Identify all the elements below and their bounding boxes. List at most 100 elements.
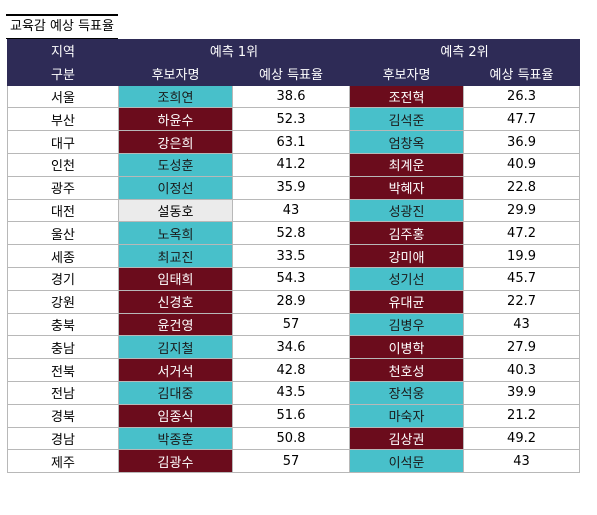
region-cell: 광주 [7, 175, 119, 200]
region-cell: 경기 [7, 266, 119, 291]
rank1-percent-cell: 33.5 [231, 244, 351, 268]
title-box: 교육감 예상 득표율 [6, 14, 118, 39]
results-table: 지역 예측 1위 예측 2위 구분 후보자명 예상 득표율 후보자명 예상 득표… [7, 39, 581, 474]
region-cell: 경북 [7, 403, 119, 428]
table-row: 충북 윤건영 57 김병우 43 [7, 312, 581, 337]
table-row: 경북 임종식 51.6 마숙자 21.2 [7, 403, 581, 428]
rank1-candidate-cell: 도성훈 [118, 152, 233, 177]
region-cell: 인천 [7, 152, 119, 177]
rank2-candidate-cell: 김주홍 [349, 221, 465, 246]
region-cell: 경남 [7, 426, 119, 451]
rank2-percent-cell: 36.9 [463, 130, 581, 154]
rank1-candidate-cell: 박종훈 [118, 426, 233, 451]
header-percent-2: 예상 득표율 [463, 61, 581, 86]
table-row: 전남 김대중 43.5 장석웅 39.9 [7, 380, 581, 405]
rank2-percent-cell: 29.9 [463, 198, 581, 223]
rank1-percent-cell: 43.5 [231, 380, 351, 405]
rank1-candidate-cell: 김지철 [118, 335, 233, 360]
region-cell: 강원 [7, 289, 119, 314]
rank1-percent-cell: 43 [231, 198, 351, 223]
rank2-candidate-cell: 박혜자 [349, 175, 465, 200]
table-row: 서울 조희연 38.6 조전혁 26.3 [7, 84, 581, 109]
rank1-percent-cell: 57 [231, 449, 351, 474]
page-title: 교육감 예상 득표율 [6, 14, 118, 39]
rank2-percent-cell: 40.9 [463, 152, 581, 177]
rank2-candidate-cell: 조전혁 [349, 84, 465, 109]
table-row: 제주 김광수 57 이석문 43 [7, 449, 581, 474]
header-percent-1: 예상 득표율 [231, 61, 351, 86]
rank1-candidate-cell: 서거석 [118, 358, 233, 382]
rank2-percent-cell: 26.3 [463, 84, 581, 109]
table-row: 울산 노옥희 52.8 김주홍 47.2 [7, 221, 581, 246]
table-row: 대전 설동호 43 성광진 29.9 [7, 198, 581, 223]
table-row: 경남 박종훈 50.8 김상권 49.2 [7, 426, 581, 451]
rank2-percent-cell: 47.2 [463, 221, 581, 246]
region-cell: 울산 [7, 221, 119, 246]
table-header: 지역 예측 1위 예측 2위 구분 후보자명 예상 득표율 후보자명 예상 득표… [7, 39, 581, 86]
rank2-percent-cell: 22.7 [463, 289, 581, 314]
rank2-candidate-cell: 마숙자 [349, 403, 465, 428]
table-row: 충남 김지철 34.6 이병학 27.9 [7, 335, 581, 360]
rank1-percent-cell: 52.3 [231, 107, 351, 132]
rank1-candidate-cell: 윤건영 [118, 312, 233, 337]
rank1-candidate-cell: 하윤수 [118, 107, 233, 132]
rank2-candidate-cell: 성광진 [349, 198, 465, 223]
rank2-percent-cell: 47.7 [463, 107, 581, 132]
rank2-candidate-cell: 이병학 [349, 335, 465, 360]
rank1-candidate-cell: 신경호 [118, 289, 233, 314]
header-candidate-1: 후보자명 [118, 61, 233, 86]
region-cell: 부산 [7, 107, 119, 132]
rank1-percent-cell: 63.1 [231, 130, 351, 154]
rank2-candidate-cell: 장석웅 [349, 380, 465, 405]
header-rank1: 예측 1위 [117, 39, 351, 63]
rank1-candidate-cell: 김대중 [118, 380, 233, 405]
rank1-percent-cell: 35.9 [231, 175, 351, 200]
rank2-candidate-cell: 천호성 [349, 358, 465, 382]
region-cell: 제주 [7, 449, 119, 474]
table-row: 강원 신경호 28.9 유대균 22.7 [7, 289, 581, 314]
header-rank2: 예측 2위 [349, 39, 581, 63]
region-cell: 전남 [7, 380, 119, 405]
region-cell: 대전 [7, 198, 119, 223]
rank1-percent-cell: 42.8 [231, 358, 351, 382]
table-row: 세종 최교진 33.5 강미애 19.9 [7, 244, 581, 268]
rank2-candidate-cell: 이석문 [349, 449, 465, 474]
region-cell: 세종 [7, 244, 119, 268]
rank1-percent-cell: 57 [231, 312, 351, 337]
rank1-percent-cell: 34.6 [231, 335, 351, 360]
rank2-percent-cell: 21.2 [463, 403, 581, 428]
rank2-percent-cell: 22.8 [463, 175, 581, 200]
rank1-percent-cell: 54.3 [231, 266, 351, 291]
rank2-percent-cell: 49.2 [463, 426, 581, 451]
rank2-candidate-cell: 김병우 [349, 312, 465, 337]
rank1-candidate-cell: 임태희 [118, 266, 233, 291]
rank1-candidate-cell: 김광수 [118, 449, 233, 474]
table-row: 인천 도성훈 41.2 최계운 40.9 [7, 152, 581, 177]
region-cell: 대구 [7, 130, 119, 154]
rank1-percent-cell: 28.9 [231, 289, 351, 314]
rank1-candidate-cell: 조희연 [118, 84, 233, 109]
rank1-candidate-cell: 임종식 [118, 403, 233, 428]
rank2-percent-cell: 43 [463, 312, 581, 337]
rank1-percent-cell: 41.2 [231, 152, 351, 177]
rank2-candidate-cell: 유대균 [349, 289, 465, 314]
header-row-1: 지역 예측 1위 예측 2위 [7, 39, 581, 63]
rank1-percent-cell: 50.8 [231, 426, 351, 451]
table-row: 전북 서거석 42.8 천호성 40.3 [7, 358, 581, 382]
table-body: 서울 조희연 38.6 조전혁 26.3 부산 하윤수 52.3 김석준 47.7 대구 강은희 63.… [7, 84, 581, 474]
region-cell: 전북 [7, 358, 119, 382]
rank1-candidate-cell: 강은희 [118, 130, 233, 154]
rank2-candidate-cell: 김상권 [349, 426, 465, 451]
rank2-percent-cell: 43 [463, 449, 581, 474]
header-candidate-2: 후보자명 [349, 61, 465, 86]
rank2-candidate-cell: 강미애 [349, 244, 465, 268]
region-cell: 충남 [7, 335, 119, 360]
header-row-2: 구분 후보자명 예상 득표율 후보자명 예상 득표율 [7, 61, 581, 86]
rank1-percent-cell: 51.6 [231, 403, 351, 428]
rank2-percent-cell: 19.9 [463, 244, 581, 268]
header-category: 구분 [7, 61, 119, 86]
rank1-percent-cell: 38.6 [231, 84, 351, 109]
rank2-percent-cell: 45.7 [463, 266, 581, 291]
rank1-candidate-cell: 이정선 [118, 175, 233, 200]
region-cell: 서울 [7, 84, 119, 109]
